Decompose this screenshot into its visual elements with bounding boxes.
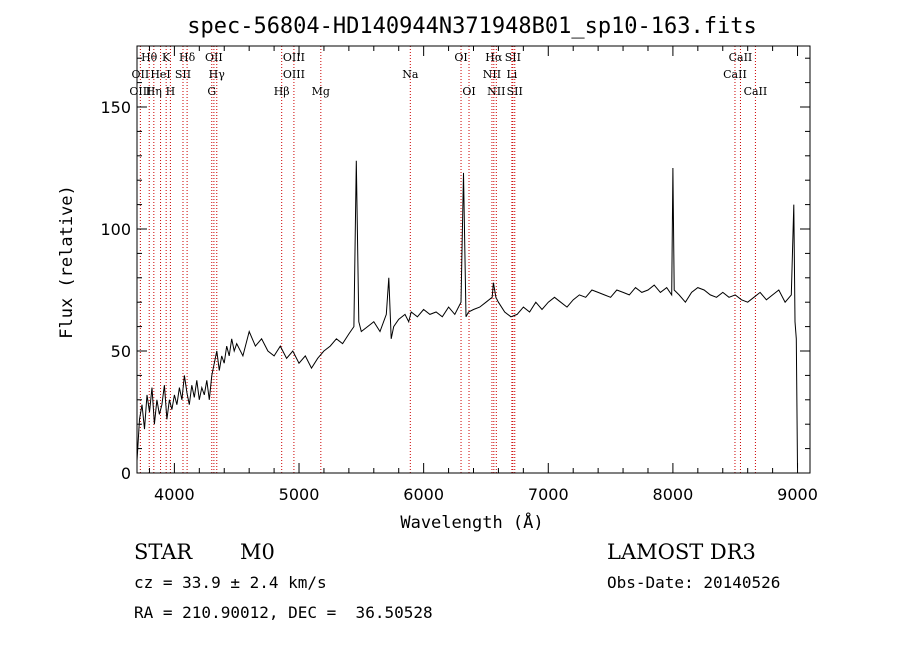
y-tick-label: 150 [100, 98, 131, 117]
line-label: K [162, 51, 171, 64]
line-label: CaII [729, 51, 753, 64]
y-tick-label: 0 [121, 464, 131, 483]
line-label: Mg [312, 85, 330, 98]
x-tick-label: 9000 [777, 485, 818, 504]
line-label: Li [506, 68, 517, 81]
coordinates: RA = 210.90012, DEC = 36.50528 [134, 603, 433, 622]
line-label: OII [205, 51, 223, 64]
line-label: Hη [146, 85, 162, 98]
line-label: SII [507, 85, 523, 98]
emission-line-labels: Hθ OII OIII K HeI Hη SII H Hδ OII Hγ G Hβ OIII OIII Mg N… [129, 51, 767, 98]
line-label: OIII [283, 51, 305, 64]
line-label: OIII [129, 85, 151, 98]
emission-line-markers [139, 46, 756, 473]
x-tick-label: 8000 [653, 485, 694, 504]
line-label: NII [487, 85, 505, 98]
line-label: OI [462, 85, 475, 98]
line-label: Hγ [209, 68, 226, 81]
line-label: CaII [744, 85, 768, 98]
line-label: Hβ [274, 85, 290, 98]
object-class: STAR [134, 540, 193, 564]
line-label: CaII [723, 68, 747, 81]
chart-title: spec-56804-HD140944N371948B01_sp10-163.f… [187, 14, 757, 39]
line-label: HeI [150, 68, 170, 81]
line-label: Na [402, 68, 419, 81]
spectral-subclass: M0 [240, 540, 275, 564]
survey-name: LAMOST DR3 [607, 540, 756, 564]
line-label: H [166, 85, 176, 98]
line-label: G [207, 85, 216, 98]
line-label: OIII [283, 68, 305, 81]
line-label: SII [505, 51, 521, 64]
line-label: OII [132, 68, 150, 81]
y-tick-label: 50 [111, 342, 131, 361]
y-axis-label: Flux (relative) [57, 185, 77, 339]
redshift-velocity: cz = 33.9 ± 2.4 km/s [134, 573, 327, 592]
line-label: NII [483, 68, 501, 81]
spectrum-line [136, 160, 798, 469]
x-tick-label: 6000 [403, 485, 444, 504]
x-tick-label: 7000 [528, 485, 569, 504]
plot-frame [136, 45, 811, 474]
x-tick-label: 5000 [279, 485, 320, 504]
line-label: OI [454, 51, 467, 64]
x-tick-label: 4000 [154, 485, 195, 504]
observation-date: Obs-Date: 20140526 [607, 573, 781, 592]
y-tick-label: 100 [100, 220, 131, 239]
x-axis-label: Wavelength (Å) [400, 511, 543, 533]
line-label: Hα [485, 51, 503, 64]
line-label: Hδ [179, 51, 196, 64]
x-axis: 4000 5000 6000 7000 8000 9000 [148, 46, 818, 504]
line-label: Hθ [141, 51, 158, 64]
line-label: SII [175, 68, 191, 81]
y-axis: 0 50 100 150 [100, 57, 810, 483]
